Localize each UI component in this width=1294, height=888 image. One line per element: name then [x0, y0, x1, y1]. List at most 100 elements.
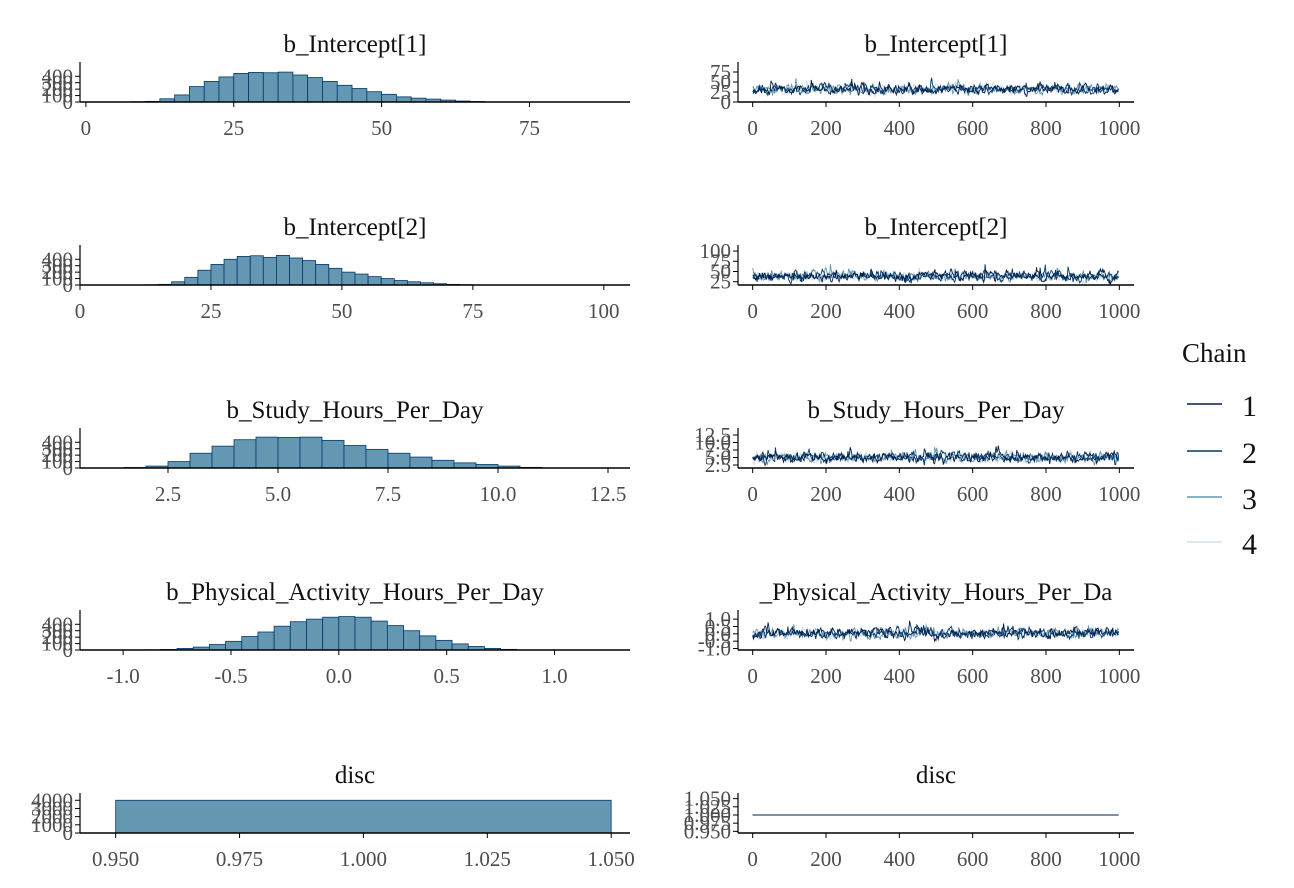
histogram-bar	[322, 81, 338, 103]
x-tick-label: 75	[519, 116, 540, 140]
y-tick-label: 1.025	[684, 795, 731, 819]
histogram-bar	[386, 625, 404, 651]
y-tick-label: 0	[63, 273, 74, 297]
y-tick-label: 0	[721, 90, 732, 114]
histogram-bar	[292, 74, 309, 103]
y-tick-label: 50	[710, 260, 731, 284]
x-tick-label: 0	[81, 116, 92, 140]
y-tick-label: 2000	[31, 805, 73, 829]
histogram-bar	[338, 616, 356, 651]
panel-title: b_Physical_Activity_Hours_Per_Day	[166, 579, 544, 606]
panel-title: b_Study_Hours_Per_Day	[227, 397, 484, 424]
x-tick-label: -0.5	[214, 664, 247, 688]
histogram-bar	[189, 452, 213, 469]
y-tick-label: 200	[42, 77, 74, 101]
histogram-bar	[289, 621, 307, 651]
histogram-bar	[211, 445, 235, 469]
y-tick-label: 10.0	[694, 431, 731, 455]
y-tick-label: 100	[42, 84, 74, 108]
x-tick-label: 1000	[1098, 482, 1140, 506]
histogram-bar	[225, 640, 243, 651]
histogram-bar	[209, 644, 226, 651]
histogram-bar	[403, 630, 421, 651]
y-tick-label: 100	[700, 239, 732, 263]
y-tick-label: 100	[42, 450, 74, 474]
histogram-bar	[302, 260, 317, 286]
y-tick-label: 400	[42, 64, 74, 88]
x-tick-label: 0	[75, 299, 86, 323]
x-tick-label: 1.050	[588, 847, 635, 871]
panel-title: b_Intercept[2]	[865, 214, 1008, 241]
x-tick-label: 600	[957, 664, 989, 688]
histogram-bar	[451, 643, 469, 651]
histogram-bar	[453, 462, 477, 469]
histogram-bar	[343, 445, 367, 469]
histogram-bar	[197, 269, 212, 286]
x-tick-label: 0	[747, 847, 758, 871]
x-tick-label: 400	[884, 299, 916, 323]
legend: Chain 1 2 3 4	[1182, 338, 1257, 561]
histogram-bar	[203, 81, 220, 103]
histogram-bar	[431, 459, 455, 469]
x-tick-label: 25	[223, 116, 244, 140]
y-tick-label: -0.5	[698, 629, 731, 653]
panel-title: _Physical_Activity_Hours_Per_Da	[759, 579, 1113, 606]
y-tick-label: 50	[710, 70, 731, 94]
x-tick-label: 0	[747, 482, 758, 506]
histogram-bar	[210, 264, 225, 286]
x-tick-label: 800	[1030, 847, 1062, 871]
x-tick-label: 600	[957, 847, 989, 871]
x-tick-label: 50	[331, 299, 352, 323]
histogram-bar	[354, 273, 369, 286]
x-tick-label: 12.5	[590, 482, 627, 506]
y-tick-label: 0.0	[705, 622, 731, 646]
histogram-bar	[380, 278, 395, 286]
trace-line-chain-1	[752, 79, 1119, 97]
y-tick-label: 25	[710, 270, 731, 294]
trace-line-chain-2	[752, 264, 1120, 285]
x-tick-label: 200	[810, 299, 842, 323]
histogram-bar	[184, 276, 199, 286]
histogram-bar	[299, 436, 323, 469]
histogram-bar	[365, 448, 389, 469]
x-tick-label: 1000	[1098, 116, 1140, 140]
panel-7: b_Physical_Activity_Hours_Per_Day 0100200…	[42, 579, 630, 688]
y-tick-label: 300	[42, 71, 74, 95]
y-tick-label: 0.5	[705, 614, 731, 638]
histogram-bar	[257, 631, 275, 651]
x-tick-label: 800	[1030, 299, 1062, 323]
y-tick-label: 300	[42, 619, 74, 643]
x-tick-label: 0	[747, 299, 758, 323]
y-tick-label: 200	[42, 260, 74, 284]
histogram-bar	[387, 452, 411, 469]
histogram-bar	[167, 461, 191, 469]
y-tick-label: 400	[42, 430, 74, 454]
x-tick-label: 800	[1030, 116, 1062, 140]
x-tick-label: 0.0	[326, 664, 352, 688]
trace-line-chain-3	[752, 264, 1120, 285]
y-tick-label: 0	[63, 638, 74, 662]
x-tick-label: 0.975	[216, 847, 263, 871]
histogram-bar	[223, 258, 238, 286]
y-tick-label: 1.050	[684, 787, 731, 811]
y-tick-label: 0.975	[684, 811, 731, 835]
panel-title: disc	[335, 762, 375, 789]
histogram-bar	[381, 93, 397, 103]
histogram-bar	[255, 436, 279, 469]
x-tick-label: 600	[957, 299, 989, 323]
x-tick-label: 50	[371, 116, 392, 140]
x-tick-label: 0	[747, 664, 758, 688]
histogram-bar	[115, 799, 612, 834]
histogram-bar	[336, 84, 353, 103]
panel-title: b_Intercept[1]	[865, 31, 1008, 58]
x-tick-label: 200	[810, 847, 842, 871]
legend-item-3: 3	[1187, 483, 1257, 516]
x-tick-label: 600	[957, 482, 989, 506]
x-tick-label: 1.000	[340, 847, 387, 871]
panel-title: disc	[916, 762, 956, 789]
x-tick-label: 400	[884, 482, 916, 506]
